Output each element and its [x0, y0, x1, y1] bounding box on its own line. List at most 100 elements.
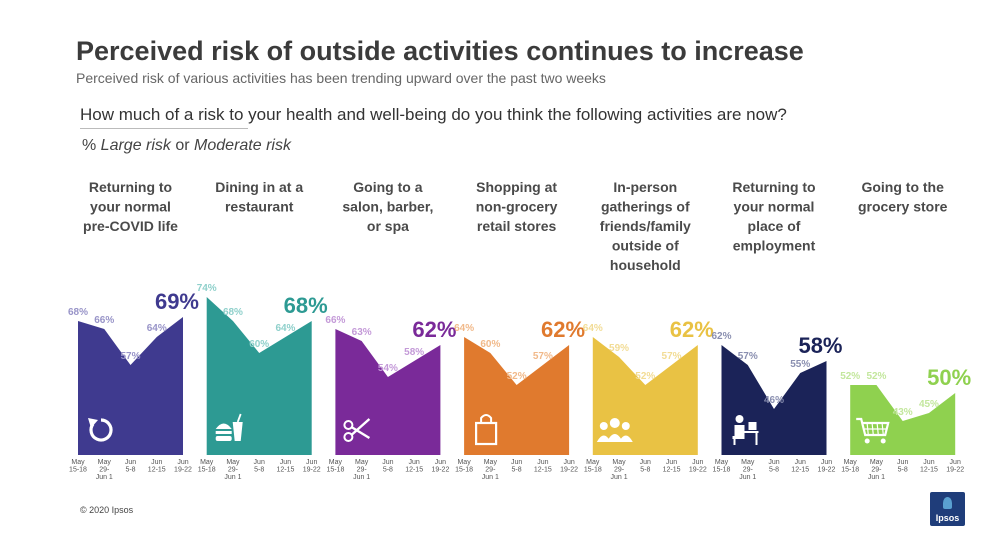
x-tick-label: May 29-Jun 1: [482, 459, 499, 481]
x-tick-line: Jun 1: [482, 474, 499, 481]
x-tick-label: May 15-18: [326, 459, 344, 474]
x-tick-label: Jun 19-22: [689, 459, 707, 474]
x-tick-line: May: [741, 459, 755, 466]
series-title-line: retail stores: [477, 218, 557, 234]
data-label: 63%: [352, 327, 372, 338]
series-panel: Going to the grocery store 52% 52% 43% 45% 50%…: [840, 179, 971, 481]
x-tick-line: 5-8: [640, 467, 650, 474]
series-area: [850, 385, 956, 455]
x-tick-line: Jun: [537, 459, 548, 466]
x-tick-label: May 29-Jun 1: [224, 459, 241, 481]
x-tick-line: 12-15: [791, 467, 809, 474]
x-tick-label: Jun 5-8: [768, 459, 779, 474]
x-tick-line: 19-22: [431, 467, 449, 474]
x-tick-line: 5-8: [125, 467, 135, 474]
cart-wheel: [880, 438, 886, 444]
x-tick-label: Jun 5-8: [382, 459, 393, 474]
x-tick-line: 19-22: [560, 467, 578, 474]
data-label: 66%: [325, 315, 345, 326]
data-label: 59%: [609, 343, 629, 354]
x-tick-line: Jun: [511, 459, 522, 466]
data-label: 57%: [120, 351, 140, 362]
ipsos-logo: Ipsos: [930, 492, 965, 526]
scissors-icon: [343, 418, 371, 442]
data-label: 57%: [738, 351, 758, 362]
measure-moderate-risk: Moderate risk: [194, 137, 291, 154]
series-panel: Returning to your normal pre-COVID life 68%…: [68, 179, 199, 481]
x-tick-label: May 15-18: [713, 459, 731, 474]
measure-prefix: %: [82, 137, 101, 154]
scissors-blade-a: [350, 418, 371, 436]
data-label: 68%: [223, 307, 243, 318]
series-title-line: your normal: [90, 199, 171, 215]
shopping-bag-icon: [475, 414, 498, 446]
series-title-line: salon, barber,: [342, 199, 433, 215]
data-label: 52%: [866, 371, 886, 382]
shopping-cart-icon: [856, 417, 890, 444]
x-tick-line: 15-18: [455, 467, 473, 474]
x-tick-line: May: [329, 459, 343, 466]
x-tick-line: 29-: [614, 467, 625, 474]
series-title-line: household: [610, 257, 681, 273]
rotate-icon: [88, 418, 113, 442]
x-tick-line: Jun: [768, 459, 779, 466]
x-tick-line: Jun 1: [739, 474, 756, 481]
series-title: Returning to your normal pre-COVID life: [83, 179, 178, 234]
data-label: 64%: [275, 323, 295, 334]
series-title: Going to a salon, barber, or spa: [342, 179, 433, 234]
data-label: 68%: [68, 307, 88, 318]
data-label: 57%: [533, 351, 553, 362]
x-tick-line: 29-: [357, 467, 368, 474]
x-tick-line: 5-8: [898, 467, 908, 474]
x-tick-line: Jun 1: [868, 474, 885, 481]
x-tick-line: 12-15: [148, 467, 166, 474]
burger-patty: [215, 431, 232, 434]
food-icon: [215, 413, 243, 441]
x-tick-label: May 15-18: [584, 459, 602, 474]
logo-mark-icon: [943, 497, 952, 509]
x-tick-line: 15-18: [713, 467, 731, 474]
data-label-latest: 62%: [670, 317, 714, 342]
x-tick-line: Jun: [435, 459, 446, 466]
series-panel: In-person gatherings of friends/family outs…: [583, 179, 714, 481]
x-tick-line: May: [200, 459, 214, 466]
x-tick-line: 15-18: [69, 467, 87, 474]
series-area: [206, 297, 312, 455]
x-tick-line: Jun: [950, 459, 961, 466]
people-icon: [596, 418, 633, 442]
series-title-line: employment: [733, 238, 816, 254]
x-tick-line: 19-22: [174, 467, 192, 474]
x-tick-line: May: [612, 459, 626, 466]
data-label: 62%: [711, 331, 731, 342]
x-tick-label: Jun 5-8: [254, 459, 265, 474]
x-tick-line: 15-18: [326, 467, 344, 474]
data-label: 74%: [197, 283, 217, 294]
x-tick-label: Jun 12-15: [276, 459, 294, 474]
series-title-line: Returning to: [89, 179, 172, 195]
data-label: 52%: [635, 371, 655, 382]
data-label-latest: 68%: [284, 293, 328, 318]
x-tick-line: 12-15: [534, 467, 552, 474]
x-tick-line: 29-: [99, 467, 110, 474]
x-tick-line: Jun 1: [610, 474, 627, 481]
x-tick-line: 15-18: [584, 467, 602, 474]
x-tick-line: 19-22: [689, 467, 707, 474]
series-title-line: pre-COVID life: [83, 218, 178, 234]
x-tick-label: Jun 5-8: [511, 459, 522, 474]
data-label: 43%: [893, 407, 913, 418]
worker-head: [735, 415, 744, 423]
x-tick-line: Jun 1: [353, 474, 370, 481]
person-body: [596, 435, 611, 442]
x-tick-label: Jun 19-22: [946, 459, 964, 474]
x-tick-line: 29-: [871, 467, 882, 474]
series-title-line: Going to the: [861, 179, 944, 195]
page-subtitle: Perceived risk of various activities has…: [76, 70, 606, 86]
data-label: 66%: [94, 315, 114, 326]
x-tick-label: May 29-Jun 1: [610, 459, 627, 481]
x-tick-line: 29-: [485, 467, 496, 474]
x-tick-line: 29-: [743, 467, 754, 474]
x-tick-line: May: [870, 459, 884, 466]
series-title-line: gatherings of: [601, 199, 690, 215]
survey-question: How much of a risk to your health and we…: [80, 105, 787, 124]
person-body: [606, 434, 623, 442]
